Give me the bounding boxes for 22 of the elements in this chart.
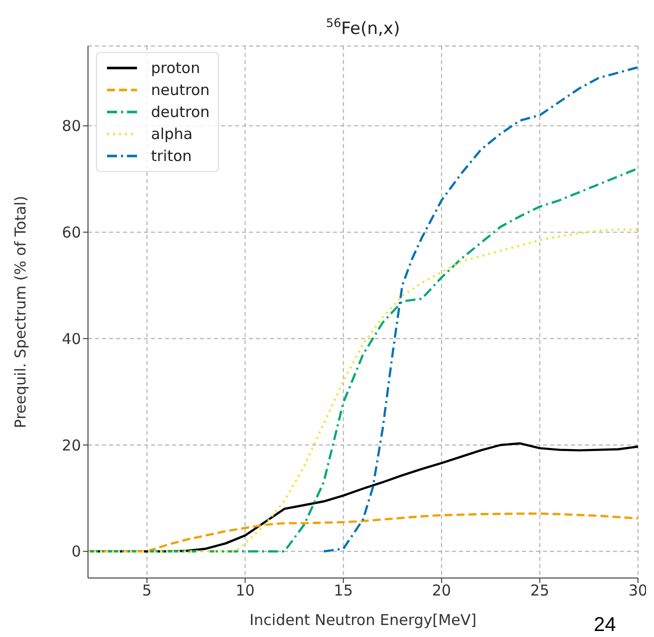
y-tick-label: 20 bbox=[62, 436, 81, 454]
line-series bbox=[88, 167, 638, 552]
x-tick-label: 15 bbox=[334, 582, 353, 600]
y-tick-label: 40 bbox=[62, 330, 81, 348]
y-tick-label: 60 bbox=[62, 224, 81, 242]
y-axis-title: Preequil. Spectrum (% of Total) bbox=[11, 196, 30, 428]
line-series bbox=[322, 66, 638, 552]
x-tick-label: 25 bbox=[530, 582, 550, 600]
legend-label: proton bbox=[151, 59, 200, 77]
y-tick-label: 0 bbox=[71, 542, 81, 561]
x-axis-title: Incident Neutron Energy[MeV] bbox=[249, 611, 477, 629]
legend-label: alpha bbox=[151, 125, 193, 143]
x-tick-label: 20 bbox=[432, 582, 452, 600]
line-series bbox=[88, 228, 638, 552]
legend-label: neutron bbox=[151, 81, 210, 99]
legend-label: triton bbox=[151, 147, 192, 165]
chart-title: $^{56}$Fe(n,x) bbox=[326, 16, 400, 39]
y-tick-label: 80 bbox=[62, 117, 81, 136]
x-tick-label: 10 bbox=[236, 582, 255, 600]
text: 24 bbox=[594, 614, 616, 637]
legend-label: deutron bbox=[151, 103, 210, 121]
x-tick-label: 5 bbox=[142, 582, 152, 600]
